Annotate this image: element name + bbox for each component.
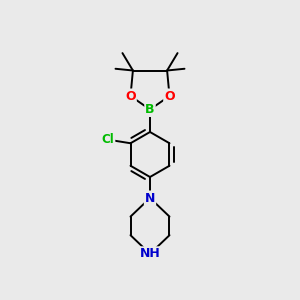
Text: B: B: [145, 103, 155, 116]
Text: N: N: [145, 191, 155, 205]
Text: O: O: [125, 89, 136, 103]
Text: Cl: Cl: [102, 133, 114, 146]
Text: NH: NH: [140, 247, 160, 260]
Text: O: O: [164, 89, 175, 103]
